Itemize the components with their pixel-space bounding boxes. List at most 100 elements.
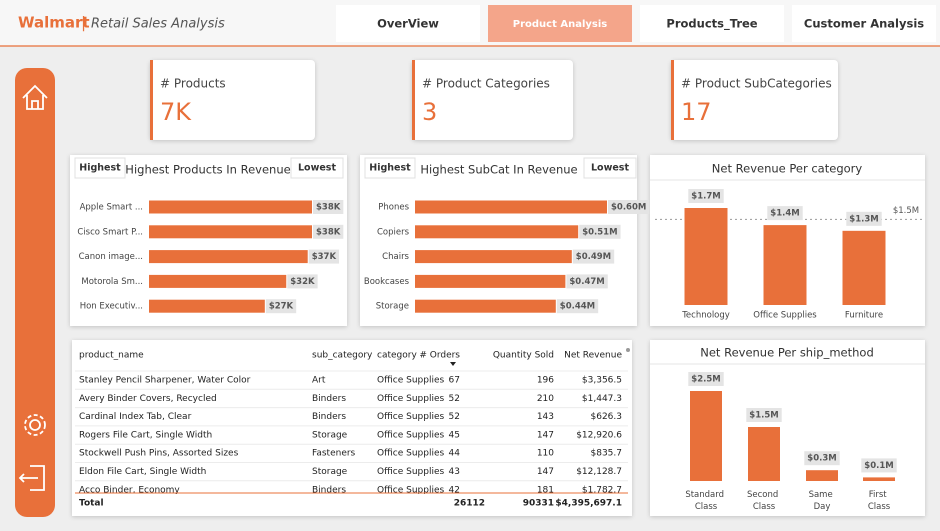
category-label: Apple Smart ... bbox=[80, 203, 143, 213]
value-label: $38K bbox=[316, 203, 341, 213]
value-label: $27K bbox=[269, 302, 294, 312]
home-icon[interactable] bbox=[22, 84, 48, 110]
scroll-dot bbox=[626, 348, 630, 352]
separator: | bbox=[81, 14, 86, 32]
bar bbox=[748, 427, 780, 481]
value-label-bg bbox=[566, 274, 608, 289]
category-label: Hon Executiv... bbox=[80, 302, 143, 312]
column-header[interactable]: # Orders bbox=[419, 351, 460, 361]
bar bbox=[149, 225, 312, 239]
cell: Office Supplies bbox=[377, 376, 445, 386]
category-label: Canon image... bbox=[79, 252, 143, 262]
cell: Office Supplies bbox=[377, 485, 445, 495]
kpi-accent bbox=[412, 60, 415, 140]
cell: Stanley Pencil Sharpener, Water Color bbox=[79, 376, 251, 386]
value-label-bg bbox=[688, 189, 724, 203]
nav-tab[interactable] bbox=[488, 5, 632, 42]
bar bbox=[149, 299, 265, 313]
nav-label[interactable]: Customer Analysis bbox=[804, 17, 924, 31]
cell: 181 bbox=[537, 485, 554, 495]
cell: $626.3 bbox=[591, 412, 623, 422]
bar bbox=[415, 225, 579, 239]
category-label: Standard Class bbox=[685, 490, 726, 512]
value-label-bg bbox=[265, 299, 297, 314]
category-label: Chairs bbox=[382, 252, 409, 262]
kpi-value: 17 bbox=[681, 98, 712, 126]
tab-label[interactable]: Lowest bbox=[591, 163, 629, 174]
category-label: Second Class bbox=[747, 490, 781, 512]
column-header[interactable]: sub_category bbox=[312, 351, 373, 361]
value-label-bg bbox=[572, 249, 615, 264]
column-header[interactable]: category bbox=[377, 351, 417, 361]
cell: 52 bbox=[449, 394, 460, 404]
total-cell: 90331 bbox=[523, 499, 554, 509]
total-cell: 26112 bbox=[454, 499, 485, 509]
tab-label[interactable]: Lowest bbox=[298, 163, 336, 174]
cell: Office Supplies bbox=[377, 412, 445, 422]
total-cell: Total bbox=[79, 499, 104, 509]
bar bbox=[842, 230, 886, 305]
tab[interactable] bbox=[74, 157, 126, 179]
cell: Storage bbox=[312, 467, 348, 477]
nav-label[interactable]: OverView bbox=[377, 17, 439, 31]
bar bbox=[806, 470, 838, 481]
cell: 147 bbox=[537, 430, 554, 440]
value-label: $0.44M bbox=[560, 302, 595, 312]
sidebar bbox=[15, 68, 55, 517]
category-label: Technology bbox=[681, 311, 730, 321]
cell: Acco Binder, Economy bbox=[79, 485, 180, 495]
cell: Binders bbox=[312, 485, 346, 495]
kpi-label: # Product Categories bbox=[422, 77, 550, 91]
cell: Stockwell Push Pins, Assorted Sizes bbox=[79, 449, 239, 459]
category-label: Storage bbox=[376, 302, 409, 312]
sidebar-icons bbox=[18, 84, 48, 491]
nav-label[interactable]: Products_Tree bbox=[666, 17, 757, 32]
bar bbox=[415, 250, 572, 264]
value-label: $2.5M bbox=[691, 375, 720, 385]
settings-icon[interactable] bbox=[29, 419, 41, 431]
category-label: Furniture bbox=[845, 311, 883, 321]
value-label-bg bbox=[313, 224, 344, 239]
brand: Walmart bbox=[18, 14, 90, 32]
cell: Office Supplies bbox=[377, 449, 445, 459]
kpi-value: 3 bbox=[422, 98, 437, 126]
panel bbox=[72, 340, 632, 516]
category-label: Phones bbox=[378, 203, 409, 213]
nav-tab[interactable] bbox=[336, 5, 480, 42]
column-header[interactable]: Net Revenue bbox=[564, 351, 622, 361]
bar bbox=[415, 274, 566, 288]
exit-icon[interactable] bbox=[18, 465, 45, 491]
value-label-bg bbox=[313, 200, 344, 214]
tab[interactable] bbox=[364, 157, 416, 179]
column-header[interactable]: Quantity Sold bbox=[493, 351, 554, 361]
tab-label[interactable]: Highest bbox=[369, 163, 411, 174]
value-label-bg bbox=[804, 451, 840, 466]
value-label: $0.3M bbox=[807, 454, 836, 464]
cell: Office Supplies bbox=[377, 467, 445, 477]
value-label: $0.1M bbox=[864, 461, 893, 471]
cell: $12,920.6 bbox=[576, 430, 622, 440]
column-header[interactable]: product_name bbox=[79, 351, 144, 361]
tab-label[interactable]: Highest bbox=[79, 163, 121, 174]
value-label: $0.60M bbox=[611, 203, 646, 213]
value-label-bg bbox=[608, 200, 650, 214]
category-label: Copiers bbox=[377, 227, 410, 237]
bar bbox=[149, 250, 308, 264]
tab[interactable] bbox=[583, 157, 637, 179]
nav-tab[interactable] bbox=[792, 5, 936, 42]
value-label: $1.3M bbox=[849, 214, 878, 224]
total-cell: $4,395,697.1 bbox=[555, 499, 622, 509]
cell: $1,782.7 bbox=[582, 485, 622, 495]
value-label-bg bbox=[767, 206, 803, 221]
reference-label: $1.5M bbox=[893, 206, 919, 216]
bar bbox=[763, 225, 807, 305]
nav-tab[interactable] bbox=[640, 5, 784, 42]
value-label: $32K bbox=[290, 277, 315, 287]
tab[interactable] bbox=[290, 157, 344, 179]
table-body: Stanley Pencil Sharpener, Water Color Art… bbox=[75, 370, 628, 495]
cell: 42 bbox=[449, 485, 460, 495]
nav-label[interactable]: Product Analysis bbox=[513, 19, 608, 30]
cell: Art bbox=[312, 376, 326, 386]
cell: $12,128.7 bbox=[576, 467, 622, 477]
